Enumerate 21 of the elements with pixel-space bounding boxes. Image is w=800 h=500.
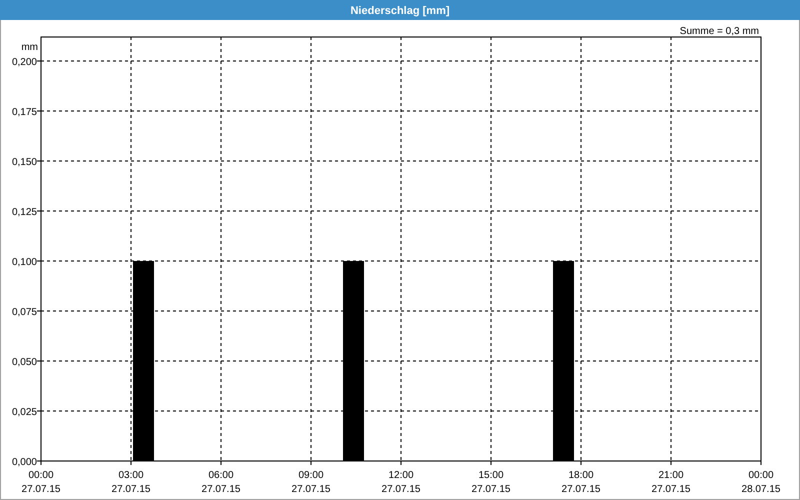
x-tick-label: 09:00 27.07.15 (292, 470, 331, 495)
x-tick-label: 18:00 27.07.15 (562, 470, 601, 495)
y-axis-title: mm (21, 42, 38, 53)
y-tick-label: 0,075 (12, 307, 38, 318)
y-tick-label: 0,125 (12, 207, 38, 218)
y-tick-label: 0,000 (12, 457, 38, 468)
x-tick-label: 03:00 27.07.15 (112, 470, 151, 495)
y-tick-label: 0,175 (12, 107, 38, 118)
x-tick-label: 15:00 27.07.15 (472, 470, 511, 495)
y-tick-label: 0,200 (12, 57, 38, 68)
x-tick-label: 00:00 27.07.15 (22, 470, 61, 495)
x-tick-label: 06:00 27.07.15 (202, 470, 241, 495)
y-tick-label: 0,025 (12, 407, 38, 418)
y-tick-label: 0,150 (12, 157, 38, 168)
y-tick-label: 0,050 (12, 357, 38, 368)
annotation: Summe = 0,3 mm (680, 26, 759, 37)
chart-title: Niederschlag [mm] (350, 5, 450, 17)
x-tick-label: 00:00 28.07.15 (742, 470, 781, 495)
x-tick-label: 12:00 27.07.15 (382, 470, 421, 495)
y-tick-label: 0,100 (12, 257, 38, 268)
x-tick-label: 21:00 27.07.15 (652, 470, 691, 495)
